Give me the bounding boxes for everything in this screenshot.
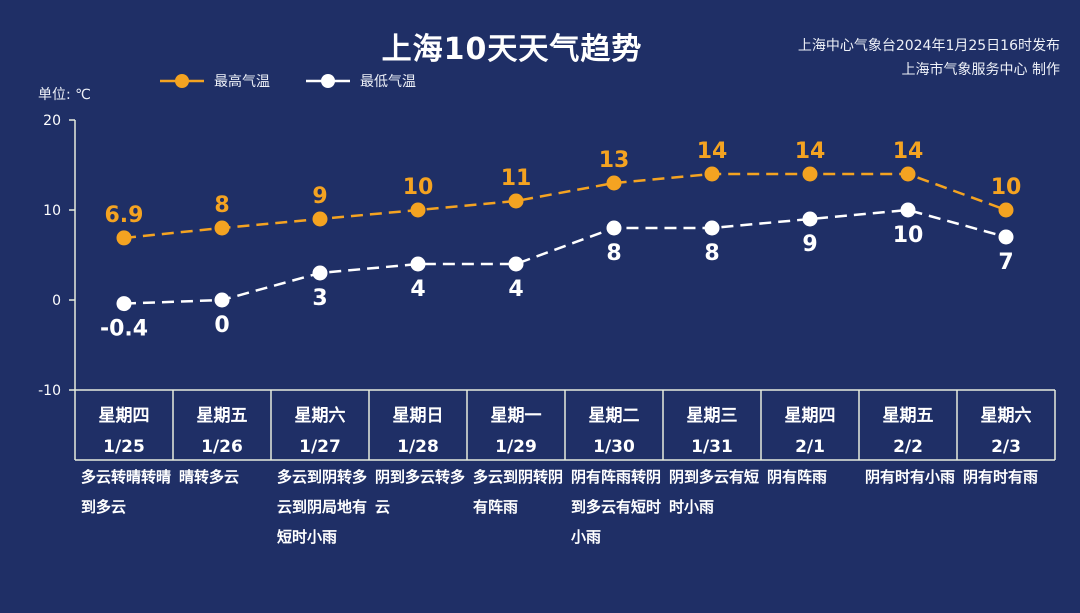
weather-description: 晴转多云 <box>179 468 240 486</box>
low-value-label: 8 <box>606 241 621 266</box>
weekday-label: 星期四 <box>99 406 150 426</box>
weekday-label: 星期四 <box>785 406 836 426</box>
legend-high-marker <box>160 74 204 88</box>
legend-low-label: 最低气温 <box>360 74 416 90</box>
low-value-label: 10 <box>893 223 924 248</box>
issuer-line-1: 上海中心气象台2024年1月25日16时发布 <box>797 38 1060 54</box>
high-point <box>704 166 720 182</box>
high-value-label: 11 <box>501 166 532 191</box>
weather-description: 多云转晴转晴到多云 <box>81 468 172 516</box>
chart-title: 上海10天天气趋势 <box>381 32 643 67</box>
low-value-label: 4 <box>508 277 523 302</box>
weekday-label: 星期六 <box>295 405 346 426</box>
date-label: 1/31 <box>691 437 733 457</box>
low-point <box>116 296 132 312</box>
date-label: 1/29 <box>495 437 537 457</box>
chart-legend: 最高气温 最低气温 <box>160 70 452 92</box>
legend-low-marker <box>306 74 350 88</box>
high-point <box>312 211 328 227</box>
weekday-label: 星期三 <box>687 406 738 426</box>
weekday-label: 星期五 <box>197 406 248 426</box>
low-point <box>998 229 1014 245</box>
issuer-info: 上海中心气象台2024年1月25日16时发布 上海市气象服务中心 制作 <box>798 34 1060 82</box>
weekday-label: 星期日 <box>393 406 444 426</box>
weather-description: 阴到多云有短时小雨 <box>669 468 760 516</box>
date-label: 2/2 <box>893 437 923 457</box>
weather-description: 阴到多云转多云 <box>375 468 466 516</box>
weekday-label: 星期六 <box>981 405 1032 426</box>
low-point <box>508 256 524 272</box>
high-point <box>998 202 1014 218</box>
high-point <box>214 220 230 236</box>
low-value-label: 3 <box>312 286 327 311</box>
high-point <box>900 166 916 182</box>
date-label: 1/25 <box>103 437 145 457</box>
low-point <box>214 292 230 308</box>
low-value-label: 9 <box>802 232 817 257</box>
low-point <box>410 256 426 272</box>
low-value-label: 7 <box>998 250 1013 275</box>
weekday-label: 星期一 <box>491 406 542 426</box>
high-point <box>606 175 622 191</box>
high-value-label: 14 <box>893 139 924 164</box>
weekday-label: 星期五 <box>883 406 934 426</box>
y-tick-label: 0 <box>52 293 61 309</box>
weekday-label: 星期二 <box>589 406 640 426</box>
low-point <box>312 265 328 281</box>
date-label: 1/27 <box>299 437 341 457</box>
high-value-label: 9 <box>312 184 327 209</box>
series-line-high <box>123 172 1007 240</box>
weather-description: 多云到阴转阴有阵雨 <box>473 468 564 516</box>
weather-description: 多云到阴转多云到阴局地有短时小雨 <box>277 468 368 546</box>
low-value-label: 4 <box>410 277 425 302</box>
low-point <box>802 211 818 227</box>
low-point <box>704 220 720 236</box>
legend-high-label: 最高气温 <box>214 74 270 90</box>
high-value-label: 6.9 <box>105 203 144 228</box>
date-label: 2/1 <box>795 437 825 457</box>
weather-row: 多云转晴转晴到多云 晴转多云 多云到阴转多云到阴局地有短时小雨 阴到多云转多云 多云到阴… <box>75 462 1055 602</box>
low-value-label: -0.4 <box>100 317 148 342</box>
high-value-label: 14 <box>795 139 826 164</box>
y-tick-label: 10 <box>43 203 61 219</box>
date-label: 1/30 <box>593 437 635 457</box>
weather-description: 阴有时有雨 <box>963 468 1039 486</box>
high-point <box>508 193 524 209</box>
weather-description: 阴有阵雨 <box>767 468 828 486</box>
weather-description: 阴有时有小雨 <box>865 468 956 486</box>
y-tick-label: 20 <box>43 113 61 129</box>
legend-item-low[interactable]: 最低气温 <box>306 71 416 91</box>
high-point <box>410 202 426 218</box>
date-label: 2/3 <box>991 437 1021 457</box>
series-line-low <box>123 208 1007 305</box>
high-value-label: 10 <box>403 175 434 200</box>
date-label: 1/26 <box>201 437 243 457</box>
high-value-label: 10 <box>991 175 1022 200</box>
date-label: 1/28 <box>397 437 439 457</box>
issuer-line-2: 上海市气象服务中心 制作 <box>901 62 1060 78</box>
high-point <box>116 230 132 246</box>
high-value-label: 13 <box>599 148 630 173</box>
high-value-label: 8 <box>214 193 229 218</box>
y-tick-label: -10 <box>38 383 61 399</box>
legend-item-high[interactable]: 最高气温 <box>160 71 270 91</box>
low-point <box>606 220 622 236</box>
low-value-label: 0 <box>214 313 229 338</box>
low-point <box>900 202 916 218</box>
weather-description: 阴有阵雨转阴到多云有短时小雨 <box>571 468 662 546</box>
high-value-label: 14 <box>697 139 728 164</box>
low-value-label: 8 <box>704 241 719 266</box>
unit-label: 单位: ℃ <box>38 87 91 103</box>
high-point <box>802 166 818 182</box>
